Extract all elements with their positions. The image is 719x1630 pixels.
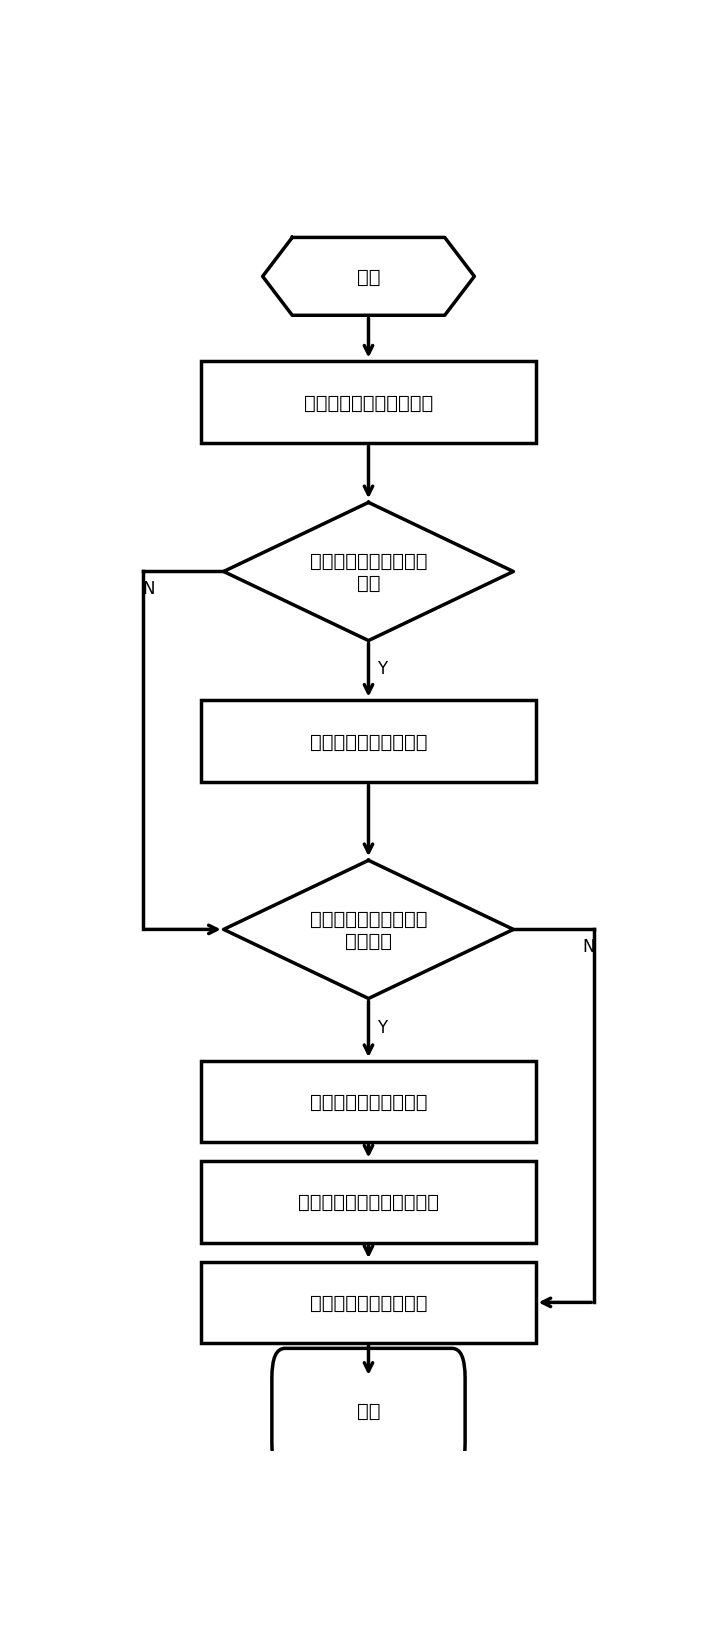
- Text: 计算并下发功率设定值: 计算并下发功率设定值: [310, 732, 427, 751]
- Text: N: N: [582, 937, 595, 955]
- FancyBboxPatch shape: [272, 1348, 465, 1472]
- Text: 获取逆变器功率实时值: 获取逆变器功率实时值: [310, 1092, 427, 1112]
- Text: 结束: 结束: [357, 1402, 380, 1420]
- Text: 调频系统获取有功功率值: 调频系统获取有功功率值: [304, 393, 433, 412]
- Text: Y: Y: [377, 1019, 387, 1037]
- Text: 逆变器解析指令并执行: 逆变器解析指令并执行: [310, 1293, 427, 1312]
- Text: N: N: [142, 579, 155, 597]
- Text: 计算并广播下发有功设定值: 计算并广播下发有功设定值: [298, 1193, 439, 1211]
- FancyBboxPatch shape: [201, 1162, 536, 1244]
- FancyBboxPatch shape: [201, 701, 536, 782]
- Text: Y: Y: [377, 660, 387, 678]
- Text: 判断是否需要设置有功
功率: 判断是否需要设置有功 功率: [310, 551, 427, 593]
- FancyBboxPatch shape: [201, 362, 536, 443]
- FancyBboxPatch shape: [201, 1061, 536, 1143]
- FancyBboxPatch shape: [201, 1262, 536, 1343]
- Text: 开始: 开始: [357, 267, 380, 287]
- Text: 二级功率控制装置收到
有效指令: 二级功率控制装置收到 有效指令: [310, 910, 427, 950]
